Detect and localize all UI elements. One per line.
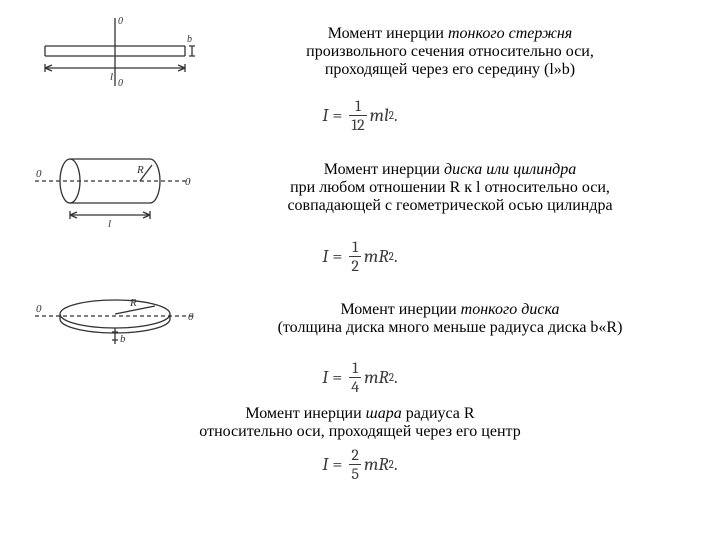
text-cylinder: Момент инерции диска или цилиндра при лю… [210,161,690,215]
cyl-frac: 1 2 [349,239,361,274]
sp-den: 5 [349,464,361,482]
equals-sign: = [332,367,342,388]
formula-rod: I = 1 12 ml2. [30,98,690,133]
svg-text:0: 0 [188,311,194,323]
section-sphere: Момент инерции шара радиуса R относитель… [30,405,690,441]
equals-sign: = [332,246,342,267]
td-rhs: mR [364,367,389,388]
rod-rhs: ml [370,105,389,126]
td-frac: 1 4 [349,360,361,395]
text-rod: Момент инерции тонкого стержня произволь… [210,25,690,79]
diagram-thindisk: 0 0 R b [30,284,210,354]
thindisk-title-p1: Момент инерции [340,301,460,318]
svg-text:l: l [110,71,113,83]
td-lhs: I [322,367,328,388]
cyl-tail: . [394,246,398,267]
svg-text:0: 0 [36,168,42,180]
diagram-cylinder: 0 0 R l [30,143,210,233]
svg-text:b: b [120,333,126,345]
cylinder-title: Момент инерции диска или цилиндра [220,161,680,179]
rod-frac: 1 12 [349,98,366,133]
sp-num: 2 [349,447,361,464]
cyl-den: 2 [349,256,361,274]
rod-title: Момент инерции тонкого стержня [220,25,680,43]
svg-text:0: 0 [118,16,123,27]
rod-desc2: проходящей через его середину (l»b) [220,61,680,79]
sp-frac: 2 5 [349,447,361,482]
thindisk-desc1: (толщина диска много меньше радиуса диск… [220,319,680,337]
cylinder-title-p1: Момент инерции [324,161,444,178]
sp-rhs: mR [364,454,389,475]
sphere-title: Момент инерции шара радиуса R [30,405,690,423]
rod-num: 1 [353,98,363,115]
cylinder-desc2: совпадающей с геометрической осью цилинд… [220,197,680,215]
cylinder-svg: 0 0 R l [30,143,200,233]
svg-text:0: 0 [36,303,42,315]
svg-text:0: 0 [185,176,191,188]
sphere-title-p2: радиуса R [402,405,475,422]
svg-text:0: 0 [118,78,123,89]
equals-sign: = [332,454,342,475]
rod-tail: . [394,105,398,126]
rod-desc1: произвольного сечения относительно оси, [220,43,680,61]
cyl-num: 1 [350,239,360,256]
thindisk-title-em: тонкого диска [461,301,560,318]
sphere-title-p1: Момент инерции [245,405,365,422]
sphere-title-em: шара [366,405,402,422]
section-thindisk: 0 0 R b Момент инерции тонкого диска (то… [30,284,690,354]
rod-lhs: I [322,105,328,126]
cylinder-title-em: диска или цилиндра [444,161,576,178]
thindisk-title: Момент инерции тонкого диска [220,301,680,319]
sphere-desc1: относительно оси, проходящей через его ц… [30,423,690,441]
formula-cylinder: I = 1 2 mR2. [30,239,690,274]
rod-den: 12 [349,115,366,133]
td-den: 4 [349,377,361,395]
svg-text:R: R [136,164,144,176]
text-thindisk: Момент инерции тонкого диска (толщина ди… [210,301,690,337]
section-cylinder: 0 0 R l Момент инерции диска или цилиндр… [30,143,690,233]
rod-title-p1: Момент инерции [328,25,448,42]
rod-title-em: тонкого стержня [448,25,572,42]
equals-sign: = [332,105,342,126]
svg-text:b: b [187,34,192,45]
sp-lhs: I [322,454,328,475]
thindisk-svg: 0 0 R b [30,284,200,354]
svg-text:l: l [108,218,111,230]
cyl-rhs: mR [364,246,389,267]
rod-svg: 0 0 l b [30,12,200,92]
diagram-rod: 0 0 l b [30,12,210,92]
sp-tail: . [394,454,398,475]
section-rod: 0 0 l b Момент инерции тонкого стержня п… [30,12,690,92]
td-num: 1 [350,360,360,377]
td-tail: . [394,367,398,388]
formula-sphere: I = 2 5 mR2. [30,447,690,482]
cylinder-desc1: при любом отношении R к l относительно о… [220,179,680,197]
svg-text:R: R [129,297,137,309]
cyl-lhs: I [322,246,328,267]
formula-thindisk: I = 1 4 mR2. [30,360,690,395]
